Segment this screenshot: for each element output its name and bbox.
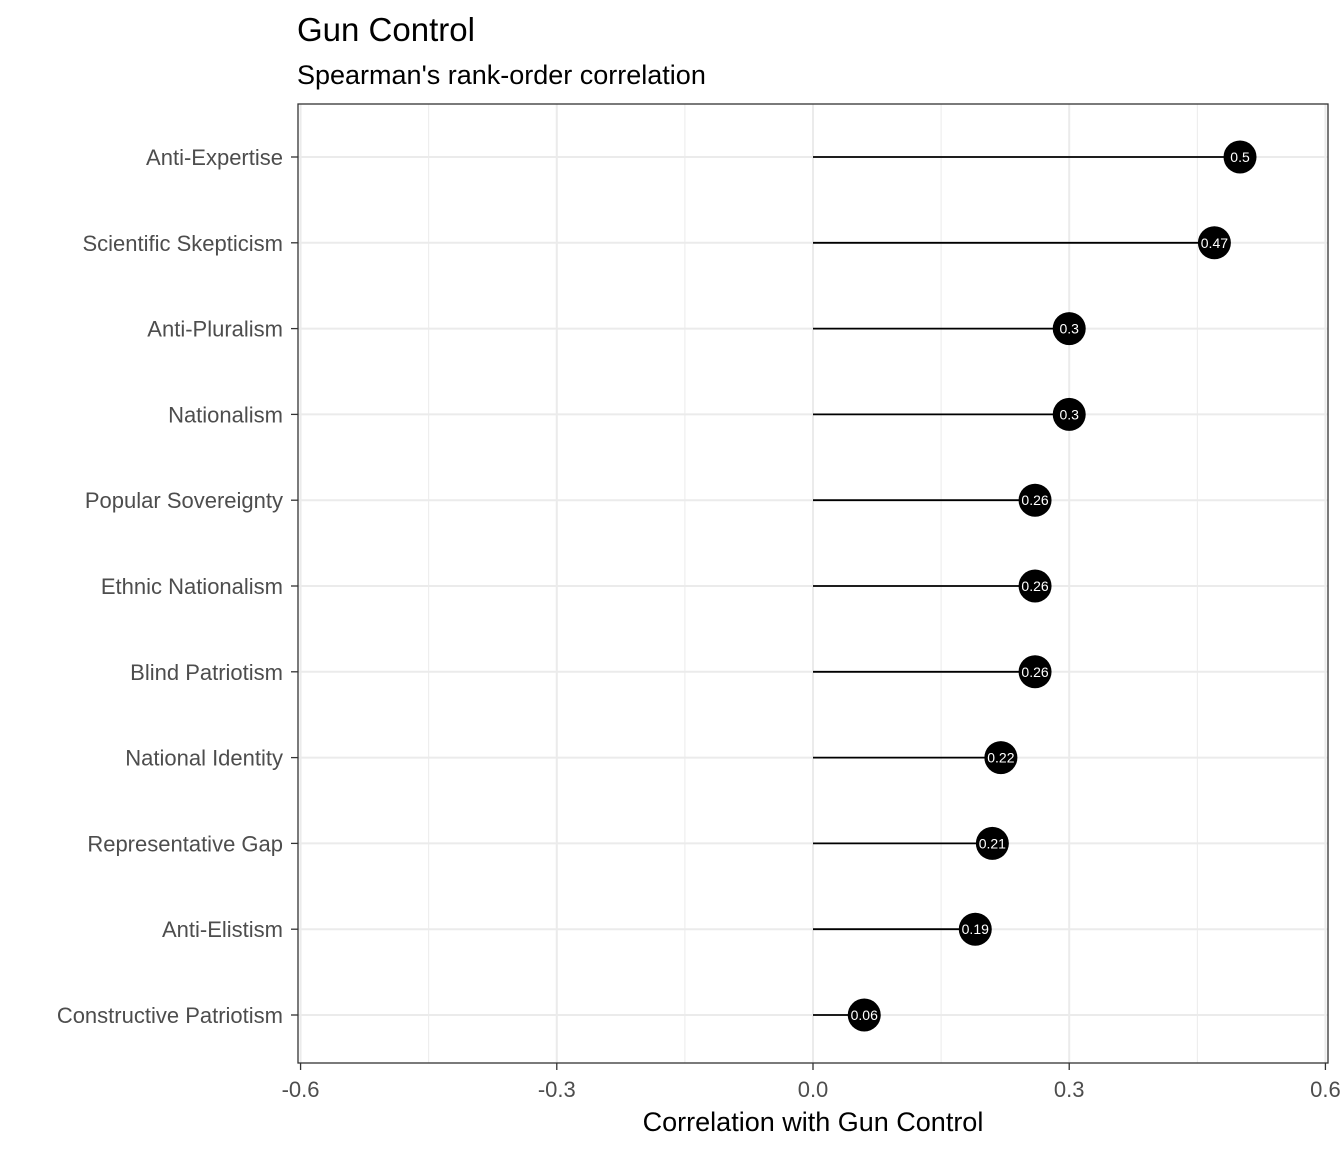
y-category-label: Ethnic Nationalism [101,574,283,599]
value-label: 0.47 [1201,235,1228,251]
x-tick-label: 0.3 [1054,1077,1085,1102]
value-label: 0.26 [1021,578,1048,594]
y-category-label: Scientific Skepticism [82,231,283,256]
x-tick-label: -0.3 [538,1077,576,1102]
lollipop-point [975,826,1009,860]
y-category-label: Blind Patriotism [130,660,283,685]
x-axis-title: Correlation with Gun Control [643,1107,984,1137]
y-category-label: Anti-Expertise [146,145,283,170]
chart-subtitle: Spearman's rank-order correlation [297,60,706,90]
lollipop-point [1197,226,1231,260]
lollipop-point [847,998,881,1032]
lollipop-point [1052,397,1086,431]
lollipop-point [1018,569,1052,603]
value-label: 0.3 [1059,406,1079,422]
lollipop-point [1223,140,1257,174]
y-category-label: Nationalism [168,402,283,427]
value-label: 0.26 [1021,664,1048,680]
y-category-label: Constructive Patriotism [57,1003,283,1028]
grid-lines [298,104,1328,1063]
lollipop-point [1052,312,1086,346]
lollipop-point [1018,655,1052,689]
value-labels: 0.5 0.47 0.3 0.3 0.26 0.26 0.26 0.22 0.21 0.19 0.0… [851,149,1250,1023]
x-tick-label: 0.6 [1310,1077,1341,1102]
value-label: 0.5 [1230,149,1250,165]
value-label: 0.3 [1059,321,1079,337]
lollipop-point [1018,483,1052,517]
value-label: 0.21 [979,835,1006,851]
x-tick-label: -0.6 [282,1077,320,1102]
y-axis: Anti-Expertise Scientific Skepticism Anti-… [57,145,298,1028]
x-axis: -0.6 -0.3 0.0 0.3 0.6 [282,1063,1341,1102]
y-category-label: Popular Sovereignty [85,488,283,513]
x-tick-label: 0.0 [798,1077,829,1102]
value-label: 0.19 [962,921,989,937]
y-category-label: Anti-Elistism [162,917,283,942]
lollipop-points [847,140,1257,1032]
y-category-label: Anti-Pluralism [147,317,283,342]
lollipop-segments [813,156,1241,1016]
chart-title: Gun Control [297,11,475,48]
value-label: 0.26 [1021,492,1048,508]
y-category-label: National Identity [125,746,283,771]
lollipop-point [958,912,992,946]
value-label: 0.22 [987,750,1014,766]
value-label: 0.06 [851,1007,878,1023]
lollipop-point [984,741,1018,775]
y-category-label: Representative Gap [87,831,283,856]
